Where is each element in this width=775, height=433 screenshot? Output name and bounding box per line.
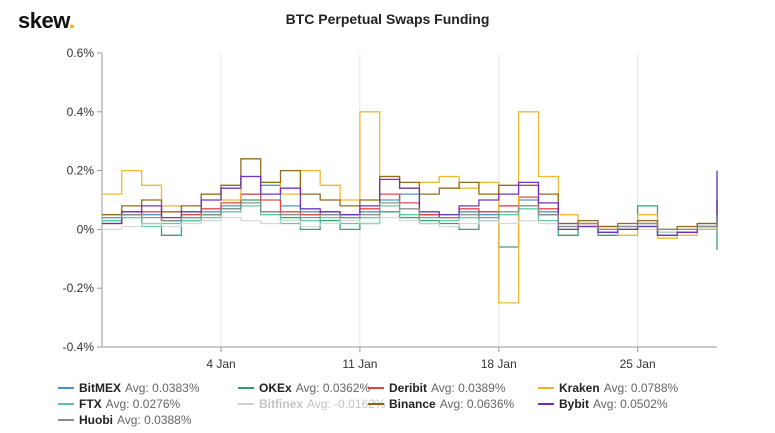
legend-item-deribit[interactable]: Deribit Avg: 0.0389% xyxy=(368,380,506,396)
legend-item-bitfinex[interactable]: Bitfinex Avg: -0.0162% xyxy=(238,396,386,412)
legend-series-name: Binance xyxy=(389,397,436,411)
legend-swatch xyxy=(538,403,554,405)
logo-text: skew xyxy=(18,8,70,33)
logo-dot: . xyxy=(69,8,75,33)
legend-swatch xyxy=(368,403,384,405)
legend-item-bybit[interactable]: Bybit Avg: 0.0502% xyxy=(538,396,668,412)
x-tick-label: 18 Jan xyxy=(481,357,517,371)
legend-item-huobi[interactable]: Huobi Avg: 0.0388% xyxy=(58,412,192,428)
legend-series-avg: Avg: 0.0788% xyxy=(603,381,679,395)
y-tick-label: 0.4% xyxy=(67,105,95,119)
legend-series-avg: Avg: 0.0383% xyxy=(125,381,200,395)
legend-series-avg: Avg: 0.0362% xyxy=(295,381,371,395)
y-tick-label: 0.6% xyxy=(67,46,95,60)
legend-item-kraken[interactable]: Kraken Avg: 0.0788% xyxy=(538,380,678,396)
legend-series-name: Bybit xyxy=(559,397,589,411)
legend-series-avg: Avg: 0.0389% xyxy=(431,381,506,395)
y-tick-label: -0.2% xyxy=(63,281,95,295)
legend-swatch xyxy=(58,387,74,389)
legend-swatch xyxy=(58,403,74,405)
legend-swatch xyxy=(368,387,384,389)
legend-series-name: OKEx xyxy=(259,381,292,395)
x-axis: 4 Jan 11 Jan 18 Jan 25 Jan xyxy=(102,346,717,371)
legend-swatch xyxy=(538,387,554,389)
legend-series-avg: Avg: 0.0502% xyxy=(593,397,668,411)
legend-series-avg: Avg: 0.0388% xyxy=(117,413,192,427)
chart-title: BTC Perpetual Swaps Funding xyxy=(285,11,490,27)
plot-area xyxy=(102,111,718,304)
legend-series-name: BitMEX xyxy=(79,381,121,395)
series-line-huobi xyxy=(102,202,718,231)
series-line-okex xyxy=(102,199,718,250)
legend-swatch xyxy=(238,403,254,405)
x-tick-label: 11 Jan xyxy=(342,357,377,371)
y-tick-label: 0.2% xyxy=(67,164,95,178)
legend-item-okex[interactable]: OKEx Avg: 0.0362% xyxy=(238,380,370,396)
legend-item-binance[interactable]: Binance Avg: 0.0636% xyxy=(368,396,514,412)
legend-series-avg: Avg: -0.0162% xyxy=(307,397,386,411)
y-tick-label: -0.4% xyxy=(63,340,95,354)
legend-series-avg: Avg: 0.0276% xyxy=(105,397,181,411)
legend-series-name: Kraken xyxy=(559,381,600,395)
series-line-bitfinex xyxy=(102,216,718,233)
series-line-binance xyxy=(102,158,718,231)
legend-item-ftx[interactable]: FTX Avg: 0.0276% xyxy=(58,396,180,412)
series-line-kraken xyxy=(102,111,718,304)
skew-logo: skew. xyxy=(18,8,75,34)
legend-series-name: Deribit xyxy=(389,381,428,395)
series-line-bybit xyxy=(102,170,718,236)
legend-series-name: Bitfinex xyxy=(259,397,304,411)
legend-series-avg: Avg: 0.0636% xyxy=(439,397,515,411)
legend-item-bitmex[interactable]: BitMEX Avg: 0.0383% xyxy=(58,380,200,396)
y-tick-label: 0% xyxy=(77,222,95,236)
legend-swatch xyxy=(238,387,254,389)
legend-swatch xyxy=(58,419,74,421)
legend-series-name: Huobi xyxy=(79,413,113,427)
x-tick-label: 25 Jan xyxy=(620,357,656,371)
y-axis: -0.4% -0.2% 0% 0.2% 0.4% 0.6% xyxy=(63,46,103,354)
grid-lines xyxy=(220,53,639,347)
legend-series-name: FTX xyxy=(79,397,102,411)
x-tick-label: 4 Jan xyxy=(206,357,235,371)
